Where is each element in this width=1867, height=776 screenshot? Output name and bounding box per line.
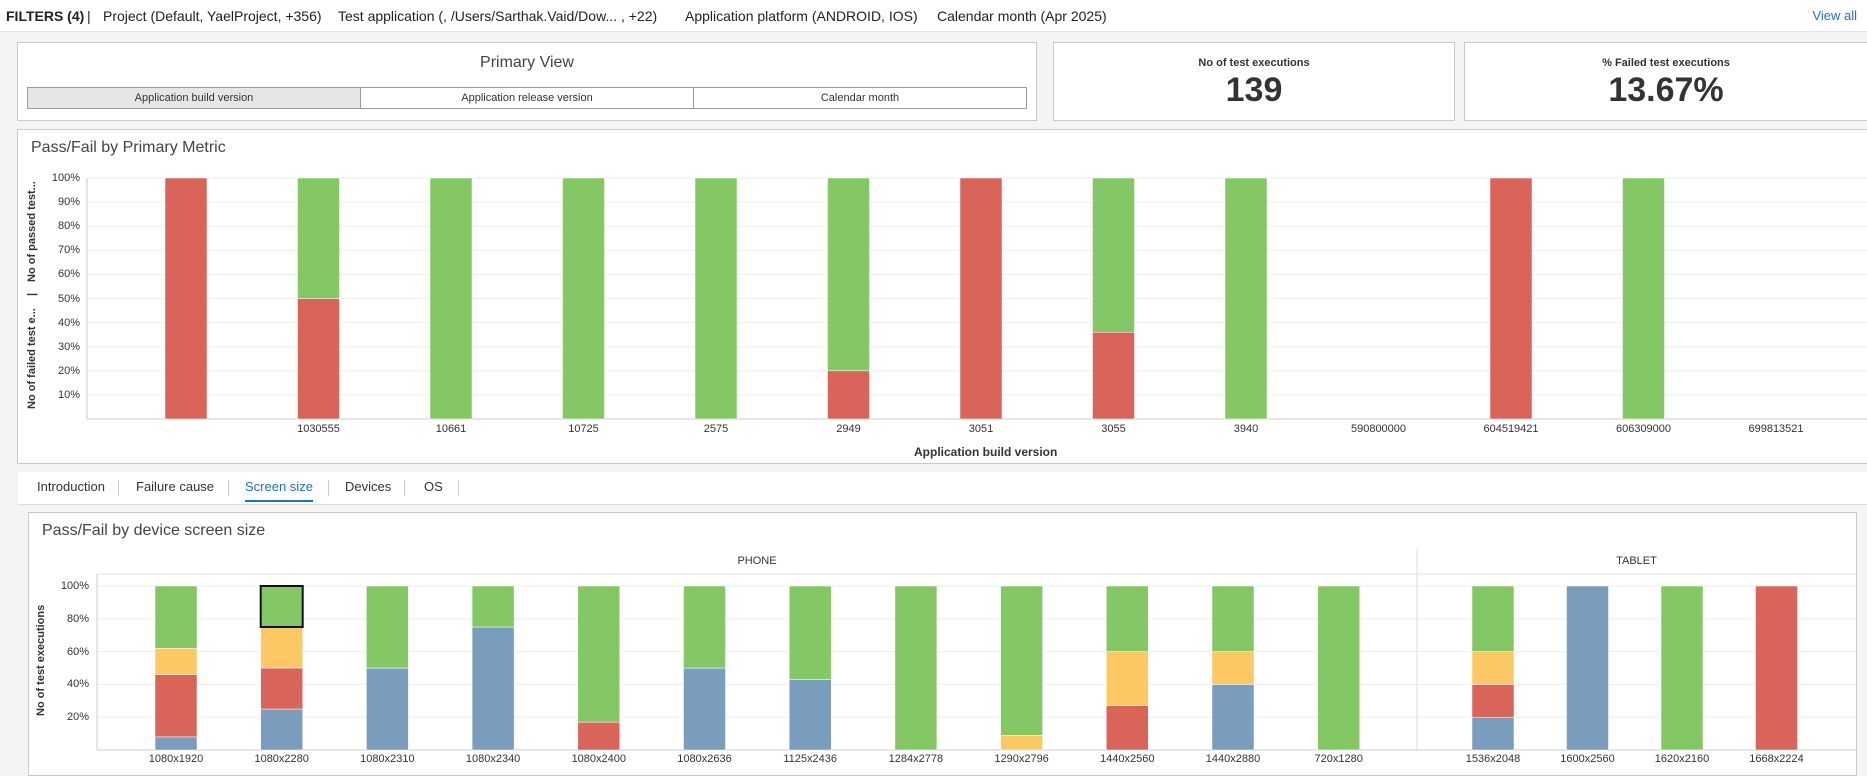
y-tick-label: 50% xyxy=(57,292,80,305)
chart-title: Pass/Fail by Primary Metric xyxy=(31,139,226,156)
x-tick-label: 10661 xyxy=(435,423,467,435)
x-tick-label: 1080x2636 xyxy=(677,753,732,765)
x-tick-label: 606309000 xyxy=(1615,423,1672,435)
group-label-phone: PHONE xyxy=(737,555,777,567)
screen-size-chart-panel: Pass/Fail by device screen size xyxy=(28,512,1857,776)
primary-view-tab-build-version[interactable]: Application build version xyxy=(28,88,361,108)
y-tick-label: 40% xyxy=(66,678,89,691)
y-tick-label: 70% xyxy=(57,244,80,257)
x-tick-label: 2949 xyxy=(836,423,861,435)
x-tick-label: 1620x2160 xyxy=(1654,753,1710,765)
tab-os[interactable]: OS xyxy=(424,479,443,494)
filter-bar: FILTERS (4) | Project (Default, YaelProj… xyxy=(0,0,1867,32)
y-tick-label: 10% xyxy=(57,388,80,401)
primary-view-panel: Primary View Application build version A… xyxy=(17,42,1037,121)
kpi-card-test-executions: No of test executions 139 xyxy=(1053,42,1455,121)
filter-test-application[interactable]: Test application (, /Users/Sarthak.Vaid/… xyxy=(338,8,658,24)
x-tick-label: 590800000 xyxy=(1350,423,1407,435)
x-tick-label: 1284x2778 xyxy=(888,753,944,765)
x-tick-label: 1536x2048 xyxy=(1465,753,1521,765)
x-tick-label: 699813521 xyxy=(1748,423,1804,435)
x-tick-label: 10725 xyxy=(568,423,599,435)
y-tick-label: 30% xyxy=(57,340,80,353)
y-axis-label-separator: | xyxy=(26,292,38,296)
y-tick-label: 60% xyxy=(57,268,80,281)
y-tick-label: 40% xyxy=(57,316,80,329)
x-tick-label: 2575 xyxy=(703,423,729,435)
x-tick-label: 1125x2436 xyxy=(783,753,837,765)
primary-metric-chart-panel: Pass/Fail by Primary Metric xyxy=(17,129,1867,464)
x-tick-label: 3051 xyxy=(968,423,994,435)
x-tick-label: 3940 xyxy=(1233,423,1259,435)
kpi-value: 13.67% xyxy=(1608,71,1724,109)
view-all-link[interactable]: View all xyxy=(1812,8,1857,23)
filter-project[interactable]: Project (Default, YaelProject, +356) xyxy=(103,8,322,24)
x-tick-label: 1080x2400 xyxy=(571,753,627,765)
filters-label[interactable]: FILTERS (4) xyxy=(6,8,85,24)
group-label-tablet: TABLET xyxy=(1616,555,1657,567)
filter-separator: | xyxy=(87,8,91,24)
x-tick-label: 1080x2280 xyxy=(254,753,309,765)
x-tick-label: 604519421 xyxy=(1483,423,1539,435)
x-tick-label: 720x1280 xyxy=(1314,753,1363,765)
x-tick-label: 1290x2796 xyxy=(994,753,1049,765)
primary-view-tab-calendar-month[interactable]: Calendar month xyxy=(820,92,900,104)
x-axis-title: Application build version xyxy=(914,445,1058,459)
tab-introduction[interactable]: Introduction xyxy=(37,479,105,494)
x-tick-label: 1080x2310 xyxy=(360,753,415,765)
x-tick-label: 1080x1920 xyxy=(148,753,204,765)
tab-devices[interactable]: Devices xyxy=(345,479,392,494)
x-tick-label: 3055 xyxy=(1101,423,1126,435)
x-tick-label: 1600x2560 xyxy=(1560,753,1615,765)
y-tick-label: 100% xyxy=(60,580,89,592)
x-tick-label: 1030555 xyxy=(297,423,340,435)
filter-calendar-month[interactable]: Calendar month (Apr 2025) xyxy=(937,8,1107,24)
analysis-tab-bar: Introduction Failure cause Screen size D… xyxy=(18,472,1867,505)
y-tick-label: 100% xyxy=(51,172,80,184)
x-tick-label: 1440x2880 xyxy=(1205,753,1261,765)
y-axis-label-failed: No of failed test e... xyxy=(26,308,38,409)
tab-screen-size[interactable]: Screen size xyxy=(245,479,313,502)
y-tick-label: 90% xyxy=(57,196,80,209)
y-tick-label: 80% xyxy=(66,612,89,625)
y-axis-label: No of test executions xyxy=(35,604,47,716)
kpi-value: 139 xyxy=(1225,71,1283,109)
x-tick-label: 1440x2560 xyxy=(1100,753,1155,765)
y-tick-label: 60% xyxy=(66,645,89,658)
x-tick-label: 1080x2340 xyxy=(465,753,521,765)
y-axis-label-passed: No of passed test... xyxy=(26,181,38,282)
filter-application-platform[interactable]: Application platform (ANDROID, IOS) xyxy=(685,8,918,24)
kpi-card-failed-percent: % Failed test executions 13.67% xyxy=(1464,42,1867,121)
y-tick-label: 80% xyxy=(57,220,80,233)
kpi-label: No of test executions xyxy=(1198,57,1310,69)
tab-failure-cause[interactable]: Failure cause xyxy=(136,479,215,494)
kpi-label: % Failed test executions xyxy=(1602,57,1730,69)
primary-view-tabs: Application build version Application re… xyxy=(27,87,1027,109)
primary-view-title: Primary View xyxy=(480,54,574,71)
y-tick-label: 20% xyxy=(57,364,80,377)
chart-title: Pass/Fail by device screen size xyxy=(42,522,266,539)
y-tick-label: 20% xyxy=(66,711,89,724)
primary-view-tab-release-version[interactable]: Application release version xyxy=(361,88,694,108)
x-tick-label: 1668x2224 xyxy=(1749,753,1804,765)
